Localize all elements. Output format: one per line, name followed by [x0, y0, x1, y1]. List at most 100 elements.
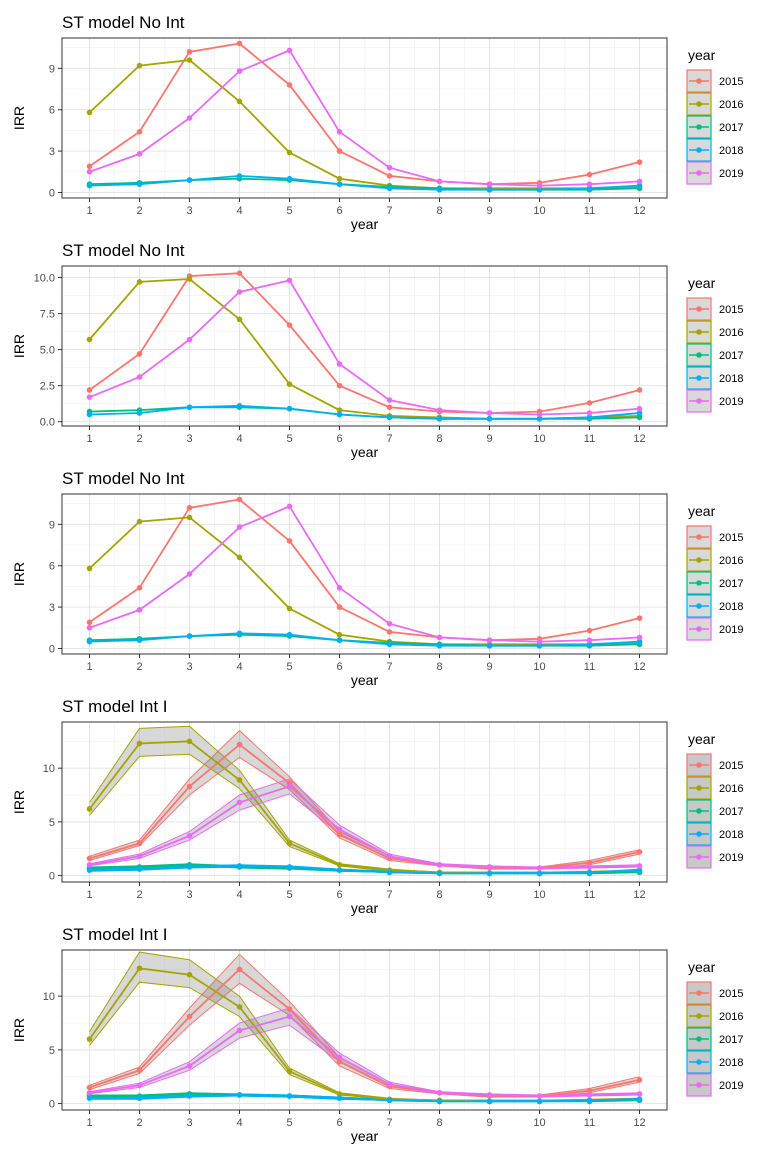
y-axis-label: IRR	[11, 106, 27, 130]
data-point-2018	[186, 864, 193, 870]
ci-upper-2018	[89, 1093, 640, 1101]
x-tick-label: 4	[236, 889, 242, 901]
legend-label: 2016	[719, 1011, 743, 1023]
legend-key-point	[696, 398, 702, 404]
x-tick-label: 12	[633, 433, 645, 445]
data-point-2019	[286, 277, 293, 284]
ci-upper-2018	[89, 864, 640, 873]
data-point-2015	[86, 387, 93, 393]
y-tick-label: 9	[49, 519, 55, 531]
y-tick-label: 3	[49, 146, 55, 158]
legend-key-point	[696, 762, 702, 768]
data-point-2016	[136, 279, 143, 285]
x-tick-label: 6	[336, 889, 342, 901]
legend-key-point	[696, 78, 702, 84]
data-point-2018	[286, 1093, 293, 1099]
data-point-2018	[486, 870, 493, 877]
data-point-2019	[636, 634, 643, 641]
data-point-2019	[586, 864, 593, 870]
legend-label: 2017	[719, 578, 743, 590]
y-tick-label: 0	[49, 871, 55, 883]
x-tick-label: 8	[436, 433, 442, 445]
legend-key-point	[696, 785, 702, 791]
data-point-2018	[436, 186, 443, 193]
data-point-2018	[236, 173, 243, 179]
data-point-2018	[336, 637, 343, 644]
data-point-2018	[586, 641, 593, 648]
data-point-2019	[236, 799, 243, 806]
data-point-2015	[286, 82, 293, 88]
x-tick-label: 11	[584, 1117, 595, 1129]
legend-label: 2018	[719, 373, 743, 385]
data-point-2019	[636, 178, 643, 185]
data-point-2019	[486, 637, 493, 644]
data-point-2018	[336, 867, 343, 873]
data-point-2018	[436, 1098, 443, 1105]
legend-label: 2015	[719, 76, 743, 88]
legend-title: year	[688, 275, 716, 291]
data-point-2018	[486, 1098, 493, 1105]
data-point-2015	[86, 1084, 93, 1091]
data-point-2015	[586, 859, 593, 866]
x-tick-label: 5	[286, 661, 292, 673]
y-tick-label: 0.0	[40, 417, 55, 429]
data-point-2016	[186, 971, 193, 978]
x-tick-label: 12	[633, 205, 645, 217]
legend-key-point	[696, 603, 702, 609]
data-point-2018	[286, 631, 293, 638]
x-tick-label: 2	[136, 889, 142, 901]
data-point-2017	[636, 414, 643, 421]
data-point-2018	[336, 411, 343, 418]
data-point-2015	[386, 629, 393, 635]
x-tick-label: 9	[486, 661, 492, 673]
ci-ribbon-2016	[89, 952, 640, 1102]
data-point-2016	[86, 565, 93, 572]
x-tick-label: 3	[186, 661, 192, 673]
data-point-2015	[236, 496, 243, 503]
data-point-2019	[536, 1093, 543, 1099]
legend-key-point	[696, 831, 702, 837]
data-point-2015	[636, 849, 643, 855]
y-tick-label: 6	[49, 561, 55, 573]
x-tick-label: 4	[236, 661, 242, 673]
data-point-2019	[386, 164, 393, 171]
data-point-2015	[586, 1087, 593, 1094]
data-point-2018	[186, 404, 193, 411]
data-point-2019	[286, 503, 293, 510]
plot-border	[61, 721, 668, 883]
series-line-2019	[89, 279, 640, 416]
legend-title: year	[688, 503, 716, 519]
legend-label: 2019	[719, 852, 743, 864]
x-tick-label: 12	[633, 661, 645, 673]
legend-key-point	[696, 101, 702, 107]
data-point-2018	[136, 410, 143, 416]
legend-label: 2016	[719, 783, 743, 795]
data-point-2018	[636, 638, 643, 645]
legend-label: 2019	[719, 168, 743, 180]
x-tick-label: 6	[336, 205, 342, 217]
legend-key-point	[696, 990, 702, 996]
data-point-2019	[86, 1090, 93, 1096]
x-tick-label: 4	[236, 1117, 242, 1129]
legend-key-point	[696, 1013, 702, 1019]
data-point-2015	[136, 351, 143, 357]
data-point-2015	[186, 783, 193, 790]
data-point-2019	[536, 638, 543, 645]
data-point-2016	[136, 62, 143, 69]
data-point-2015	[636, 615, 643, 621]
legend-label: 2019	[719, 396, 743, 408]
data-point-2016	[236, 554, 243, 561]
x-tick-label: 2	[136, 205, 142, 217]
ci-ribbon-2015	[89, 730, 640, 870]
data-point-2016	[86, 806, 93, 812]
data-point-2015	[386, 404, 393, 411]
legend-label: 2019	[719, 624, 743, 636]
data-point-2018	[386, 1097, 393, 1104]
data-point-2018	[436, 642, 443, 649]
data-point-2015	[286, 1006, 293, 1012]
plot-border	[61, 493, 668, 655]
legend-label: 2018	[719, 829, 743, 841]
x-tick-label: 7	[386, 889, 392, 901]
data-point-2015	[86, 855, 93, 862]
x-tick-label: 12	[633, 889, 645, 901]
